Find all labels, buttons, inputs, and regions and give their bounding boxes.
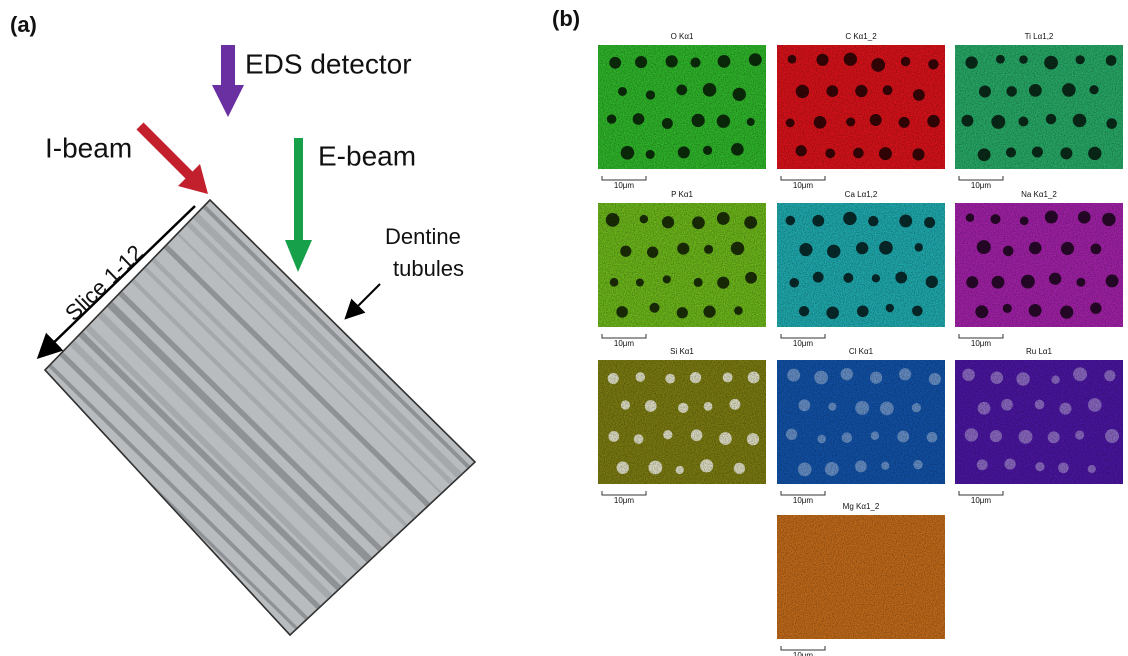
scale-bar	[959, 176, 1003, 180]
sample-slab	[0, 130, 536, 656]
map-title: Mg Kα1_2	[843, 502, 880, 511]
map-grain	[598, 203, 766, 327]
map-grain	[955, 45, 1123, 169]
map-grain	[955, 203, 1123, 327]
scale-bar	[602, 491, 646, 495]
eds-arrow	[212, 45, 244, 117]
map-title: Ti Lα1,2	[1025, 32, 1054, 41]
panel-label: (a)	[10, 12, 37, 37]
map-title: Na Kα1_2	[1021, 190, 1057, 199]
scale-label: 10μm	[793, 496, 814, 505]
e-beam-arrow	[285, 138, 312, 272]
map-title: P Kα1	[671, 190, 693, 199]
dentine-label: tubules	[393, 256, 464, 281]
scale-bar	[602, 176, 646, 180]
map-title: Cl Kα1	[849, 347, 874, 356]
e-beam-label: E-beam	[318, 140, 416, 171]
scale-label: 10μm	[614, 496, 635, 505]
map-grain	[777, 45, 945, 169]
map-grain	[598, 45, 766, 169]
scale-bar	[781, 176, 825, 180]
scale-bar	[959, 491, 1003, 495]
scale-label: 10μm	[793, 651, 814, 656]
map-grain	[777, 203, 945, 327]
scale-label: 10μm	[793, 181, 814, 190]
map-grain	[777, 515, 945, 639]
map-grain	[598, 360, 766, 484]
dentine-label: Dentine	[385, 224, 461, 249]
dentine-arrow	[350, 284, 380, 314]
scale-bar	[781, 334, 825, 338]
map-title: Ru Lα1	[1026, 347, 1053, 356]
map-title: C Kα1_2	[845, 32, 877, 41]
scale-bar	[959, 334, 1003, 338]
scale-label: 10μm	[793, 339, 814, 348]
scale-label: 10μm	[614, 181, 635, 190]
figure: (a) EDS detector I-beam E-beam Dentine t…	[0, 0, 1128, 656]
scale-bar	[602, 334, 646, 338]
panel-label: (b)	[552, 6, 580, 31]
eds-maps: O Kα1 10μm C Kα1_2 10μm Ti Lα1,2 10μm P Kα1 10μ…	[598, 32, 1123, 656]
i-beam-label: I-beam	[45, 132, 132, 163]
scale-bar	[781, 491, 825, 495]
scale-bar	[781, 646, 825, 650]
map-title: O Kα1	[671, 32, 694, 41]
scale-label: 10μm	[614, 339, 635, 348]
scale-label: 10μm	[971, 496, 992, 505]
map-grain	[777, 360, 945, 484]
scale-label: 10μm	[971, 181, 992, 190]
i-beam-arrow	[140, 126, 208, 194]
map-grain	[955, 360, 1123, 484]
map-title: Si Kα1	[670, 347, 694, 356]
map-title: Ca Lα1,2	[845, 190, 878, 199]
scale-label: 10μm	[971, 339, 992, 348]
eds-label: EDS detector	[245, 48, 412, 79]
